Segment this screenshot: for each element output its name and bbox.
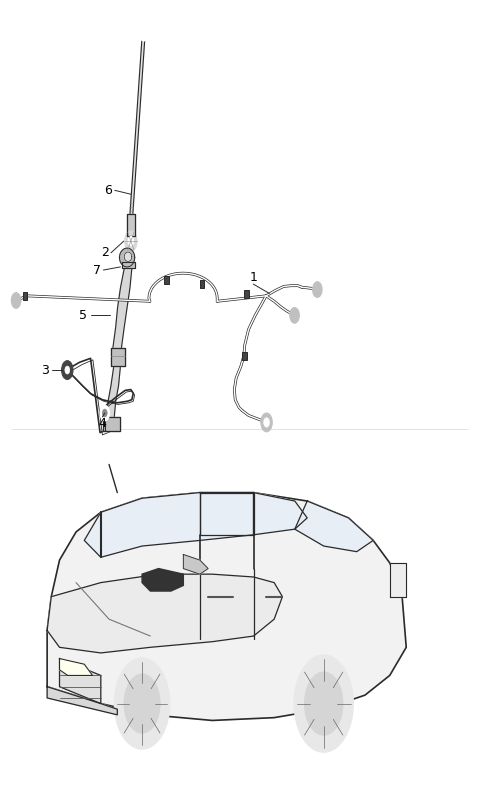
Text: 2: 2 [101,246,109,260]
Bar [244,290,249,298]
Circle shape [261,413,272,432]
Polygon shape [127,214,135,235]
Text: 5: 5 [79,309,87,322]
Polygon shape [390,563,406,597]
Circle shape [128,236,134,246]
Polygon shape [60,659,101,704]
Circle shape [290,308,300,323]
Text: 7: 7 [93,264,101,276]
Circle shape [102,409,107,417]
Polygon shape [120,248,135,267]
Polygon shape [47,575,282,653]
Circle shape [100,405,109,421]
Text: 4: 4 [98,416,107,430]
Polygon shape [47,687,117,715]
Polygon shape [113,268,132,348]
Bar [23,292,27,300]
Circle shape [312,282,322,297]
Polygon shape [142,568,183,591]
Circle shape [305,672,343,735]
Circle shape [12,293,21,309]
Text: 3: 3 [42,364,49,376]
Polygon shape [60,659,93,675]
Bar [200,280,204,288]
Polygon shape [122,262,135,268]
Bar [164,276,169,284]
Text: 1: 1 [249,272,257,284]
Text: 6: 6 [104,184,112,197]
Circle shape [61,360,73,379]
Circle shape [140,30,147,41]
Circle shape [294,655,353,752]
Polygon shape [200,493,253,535]
Circle shape [65,366,70,374]
Bar [242,352,247,360]
Polygon shape [47,493,406,720]
Polygon shape [124,252,132,261]
Circle shape [115,658,169,749]
Circle shape [124,674,160,733]
Polygon shape [111,348,125,366]
Polygon shape [84,493,253,557]
Polygon shape [253,493,307,535]
Polygon shape [183,555,208,575]
Polygon shape [106,366,120,417]
Polygon shape [103,417,120,431]
Circle shape [264,418,269,427]
Circle shape [125,231,137,251]
Polygon shape [295,501,373,552]
Polygon shape [130,41,144,222]
